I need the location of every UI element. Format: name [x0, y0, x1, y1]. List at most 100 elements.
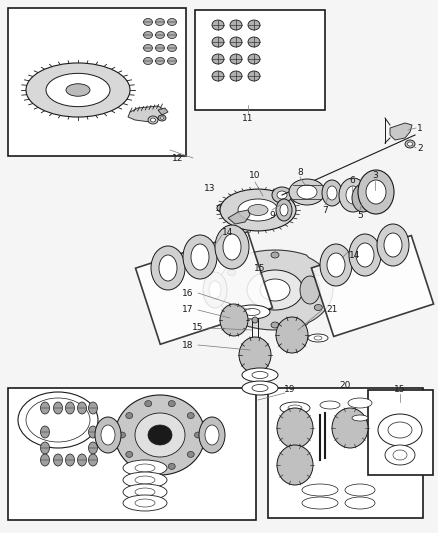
Ellipse shape [301, 497, 337, 509]
Ellipse shape [216, 204, 226, 212]
Ellipse shape [276, 445, 312, 485]
Text: 9: 9 [268, 211, 274, 220]
Ellipse shape [230, 71, 241, 81]
Ellipse shape [287, 405, 301, 411]
Ellipse shape [321, 180, 341, 206]
Ellipse shape [270, 322, 279, 328]
Text: 16: 16 [182, 288, 193, 297]
Text: 6: 6 [348, 175, 354, 184]
Ellipse shape [237, 199, 277, 221]
Ellipse shape [212, 20, 223, 30]
Ellipse shape [88, 426, 97, 438]
Ellipse shape [387, 422, 411, 438]
Text: 15: 15 [393, 385, 405, 394]
Ellipse shape [53, 454, 62, 466]
Ellipse shape [276, 408, 312, 448]
Ellipse shape [167, 31, 176, 38]
Ellipse shape [202, 272, 226, 308]
Text: 5: 5 [356, 211, 362, 220]
Ellipse shape [26, 398, 90, 442]
Ellipse shape [208, 281, 220, 299]
Ellipse shape [313, 336, 321, 340]
Ellipse shape [299, 276, 319, 304]
Text: 15: 15 [192, 324, 203, 333]
Ellipse shape [212, 71, 223, 81]
Ellipse shape [279, 204, 287, 216]
Text: 13: 13 [204, 183, 215, 192]
Ellipse shape [392, 450, 406, 460]
Ellipse shape [338, 178, 366, 212]
Ellipse shape [155, 31, 164, 38]
Ellipse shape [135, 413, 184, 457]
Bar [367, 390, 432, 475]
Ellipse shape [187, 413, 194, 418]
Text: 8: 8 [297, 167, 302, 176]
Ellipse shape [46, 74, 110, 107]
Ellipse shape [212, 37, 223, 47]
Ellipse shape [212, 54, 223, 64]
Ellipse shape [123, 495, 166, 511]
Ellipse shape [18, 392, 98, 448]
Ellipse shape [297, 185, 316, 199]
Ellipse shape [272, 187, 291, 203]
Ellipse shape [160, 117, 163, 119]
Ellipse shape [230, 54, 241, 64]
Text: 14: 14 [349, 251, 360, 260]
Ellipse shape [205, 425, 219, 445]
Ellipse shape [326, 186, 336, 200]
Ellipse shape [383, 233, 401, 257]
Ellipse shape [247, 205, 267, 215]
Ellipse shape [123, 460, 166, 476]
Ellipse shape [40, 442, 49, 454]
Ellipse shape [344, 497, 374, 509]
Ellipse shape [155, 19, 164, 26]
Ellipse shape [101, 425, 115, 445]
Text: 10: 10 [249, 171, 260, 180]
Ellipse shape [183, 235, 216, 279]
Ellipse shape [145, 463, 152, 470]
Ellipse shape [314, 304, 321, 311]
Ellipse shape [148, 116, 158, 124]
Polygon shape [158, 108, 168, 115]
Ellipse shape [167, 44, 176, 52]
Ellipse shape [95, 417, 121, 453]
Polygon shape [227, 210, 249, 224]
Polygon shape [216, 250, 332, 330]
Ellipse shape [65, 402, 74, 414]
Ellipse shape [345, 186, 359, 204]
Ellipse shape [279, 402, 309, 414]
Ellipse shape [241, 381, 277, 395]
Ellipse shape [143, 31, 152, 38]
Ellipse shape [348, 234, 380, 276]
Ellipse shape [351, 184, 373, 212]
Ellipse shape [26, 63, 130, 117]
Ellipse shape [168, 463, 175, 470]
Ellipse shape [276, 199, 291, 221]
Ellipse shape [319, 244, 351, 286]
Ellipse shape [251, 384, 267, 392]
Ellipse shape [314, 270, 321, 276]
Ellipse shape [219, 189, 295, 231]
Ellipse shape [88, 402, 97, 414]
Ellipse shape [135, 488, 155, 496]
Ellipse shape [123, 472, 166, 488]
Ellipse shape [357, 170, 393, 214]
Ellipse shape [404, 140, 414, 148]
Ellipse shape [247, 270, 302, 310]
Ellipse shape [355, 243, 373, 267]
Ellipse shape [191, 244, 208, 270]
Text: 17: 17 [182, 305, 193, 314]
Ellipse shape [150, 118, 155, 122]
Ellipse shape [53, 402, 62, 414]
Text: 20: 20 [339, 381, 350, 390]
Ellipse shape [251, 317, 258, 323]
Ellipse shape [155, 44, 164, 52]
Ellipse shape [115, 395, 205, 475]
Ellipse shape [66, 84, 90, 96]
Bar [8, 388, 255, 520]
Ellipse shape [143, 58, 152, 64]
Text: 19: 19 [283, 385, 295, 394]
Ellipse shape [123, 484, 166, 500]
Ellipse shape [227, 270, 235, 276]
Bar [267, 388, 422, 518]
